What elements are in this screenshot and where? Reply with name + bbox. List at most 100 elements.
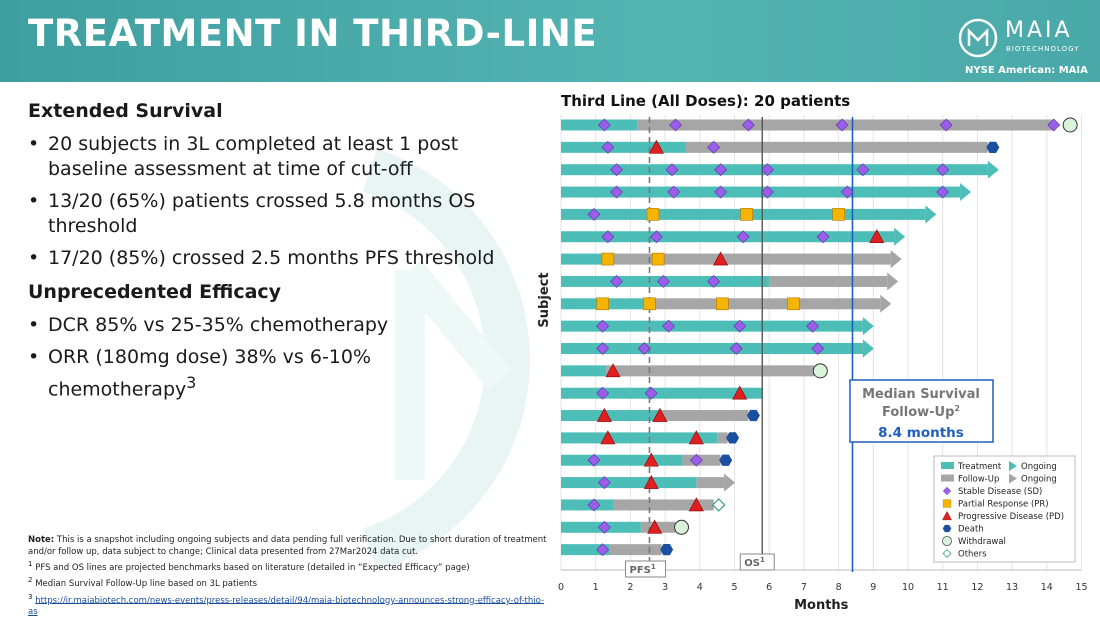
brand-exchange: NYSE American: MAIA xyxy=(965,65,1088,76)
death-marker xyxy=(719,454,733,466)
treatment-bar xyxy=(561,454,683,466)
footnotes: Note: This is a snapshot including ongoi… xyxy=(28,535,548,618)
legend-ongoing-followup-icon xyxy=(1009,473,1017,484)
legend-label: Partial Response (PR) xyxy=(958,500,1049,510)
pd-marker xyxy=(713,251,729,266)
x-tick-label: 9 xyxy=(870,582,876,593)
treatment-bar xyxy=(561,141,686,153)
median-label-line2: Follow-Up2 xyxy=(882,404,960,420)
pr-marker xyxy=(643,297,656,311)
sd-marker xyxy=(650,230,663,244)
legend-death-icon xyxy=(942,524,952,533)
footnote-2: 2 Median Survival Follow-Up line based o… xyxy=(28,574,548,590)
footnote-ref: 3 xyxy=(186,373,197,392)
x-tick-label: 5 xyxy=(731,582,737,593)
pr-marker xyxy=(716,297,729,311)
x-tick-label: 10 xyxy=(902,582,914,593)
patient-row xyxy=(561,365,815,377)
sd-marker xyxy=(610,185,623,199)
pr-marker xyxy=(740,208,753,221)
legend-label: Stable Disease (SD) xyxy=(958,487,1042,497)
pd-marker xyxy=(688,497,704,512)
treatment-ongoing-arrow xyxy=(894,227,906,246)
followup-bar xyxy=(717,432,728,444)
sd-marker xyxy=(806,319,819,333)
pr-marker xyxy=(651,252,665,266)
death-marker xyxy=(986,141,1000,153)
treatment-bar xyxy=(561,253,607,265)
maia-logo-icon xyxy=(958,18,998,58)
treatment-bar xyxy=(561,343,863,354)
death-marker xyxy=(660,544,674,556)
sd-marker xyxy=(707,140,721,154)
legend-pr-icon xyxy=(942,499,952,508)
sd-marker xyxy=(637,342,651,355)
sd-marker xyxy=(601,140,615,154)
extended-survival-heading: Extended Survival xyxy=(28,100,223,122)
brand-name: MAIA xyxy=(1005,18,1073,43)
bullet-text: ORR (180mg dose) 38% vs 6-10% chemothera… xyxy=(48,346,372,401)
left-panel: Extended Survival 20 subjects in 3L comp… xyxy=(28,100,508,412)
patient-row xyxy=(561,499,714,511)
survival-bullets: 20 subjects in 3L completed at least 1 p… xyxy=(28,132,508,271)
sd-marker xyxy=(714,185,728,199)
treatment-ongoing-arrow xyxy=(862,339,874,358)
patient-row xyxy=(561,119,1054,131)
efficacy-bullets: DCR 85% vs 25-35% chemotherapy ORR (180m… xyxy=(28,313,508,402)
followup-ongoing-arrow xyxy=(880,294,892,313)
legend-ongoing-treatment-icon xyxy=(1009,461,1017,471)
legend-followup-swatch xyxy=(941,474,954,482)
median-label-line1: Median Survival xyxy=(862,387,980,402)
pfs-label: PFS1 xyxy=(629,563,655,576)
footnote-num: 2 xyxy=(28,575,33,585)
x-tick-label: 12 xyxy=(971,582,983,593)
pd-marker xyxy=(643,474,659,489)
x-tick-label: 4 xyxy=(697,582,703,593)
sd-marker xyxy=(707,275,721,288)
x-tick-label: 0 xyxy=(558,582,564,593)
treatment-bar xyxy=(561,320,863,332)
treatment-ongoing-arrow xyxy=(925,205,937,224)
legend-treatment-swatch xyxy=(941,462,954,469)
os-label: OS1 xyxy=(744,556,765,569)
patient-row xyxy=(561,473,736,492)
sd-marker xyxy=(856,163,870,177)
treatment-bar xyxy=(561,164,988,176)
treatment-ongoing-arrow xyxy=(987,160,999,179)
followup-ongoing-arrow xyxy=(890,250,902,269)
sd-marker xyxy=(936,185,950,199)
sd-marker xyxy=(601,230,615,244)
sd-marker xyxy=(736,230,750,244)
sd-marker xyxy=(689,453,703,467)
treatment-bar xyxy=(561,231,895,243)
pr-marker xyxy=(787,297,800,311)
x-tick-label: 11 xyxy=(937,582,949,593)
followup-bar xyxy=(606,253,891,265)
sd-marker xyxy=(835,118,849,132)
press-release-link[interactable]: https://ir.maiabiotech.com/news-events/p… xyxy=(28,595,545,617)
legend-label: Ongoing xyxy=(1021,462,1057,472)
pd-marker xyxy=(605,363,621,378)
sd-marker xyxy=(1047,118,1061,132)
y-axis-label: Subject xyxy=(537,272,552,327)
pd-marker xyxy=(648,139,664,154)
page-title: TREATMENT IN THIRD-LINE xyxy=(28,12,598,55)
legend-others-icon xyxy=(942,549,952,558)
sd-marker xyxy=(596,319,610,333)
treatment-ongoing-arrow xyxy=(862,317,874,336)
withdrawal-marker xyxy=(1062,117,1078,133)
sd-marker xyxy=(733,319,747,333)
sd-marker xyxy=(939,118,953,132)
followup-ongoing-arrow xyxy=(724,473,736,492)
legend-pd-icon xyxy=(942,511,952,521)
patient-row xyxy=(561,227,906,246)
bullet-item: 20 subjects in 3L completed at least 1 p… xyxy=(28,132,508,182)
sd-marker xyxy=(610,163,623,177)
median-survival-box xyxy=(849,379,994,443)
treatment-bar xyxy=(561,186,961,198)
sd-marker xyxy=(761,163,774,177)
legend-label: Follow-Up xyxy=(958,475,999,485)
pd-marker xyxy=(732,385,748,400)
death-marker xyxy=(726,432,740,444)
